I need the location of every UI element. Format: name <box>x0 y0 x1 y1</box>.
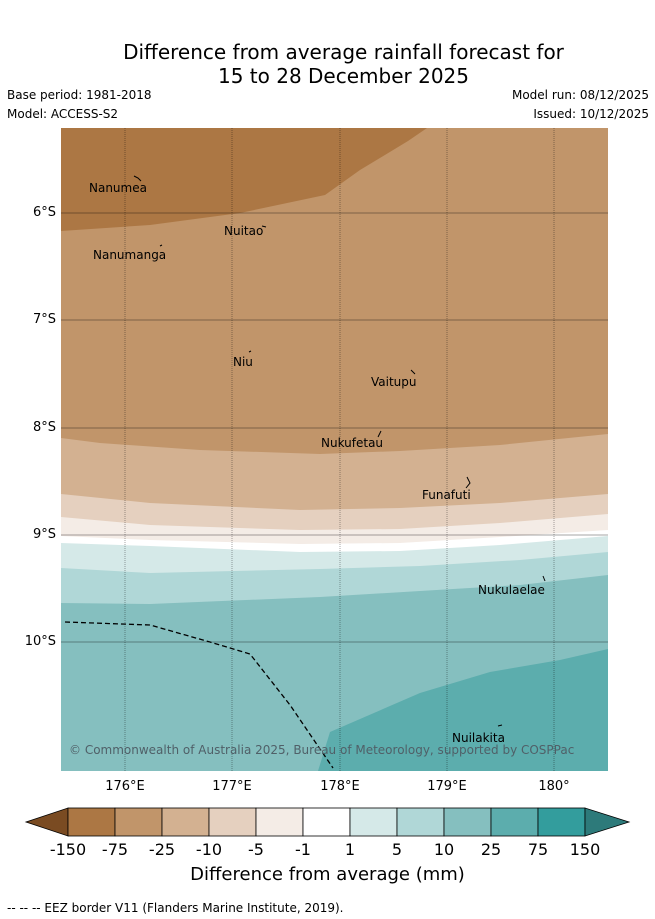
lat-label-8s: 8°S <box>32 420 56 435</box>
island-vaitupu <box>410 369 416 375</box>
eez-legend-note: -- -- -- EEZ border V11 (Flanders Marine… <box>7 901 344 915</box>
base-period-label: Base period: 1981-2018 <box>7 88 152 102</box>
band-extremely-dry <box>61 128 427 231</box>
lon-label-176e: 176°E <box>105 779 145 794</box>
lon-label-177e: 177°E <box>212 779 252 794</box>
colorbar-segment <box>208 807 257 837</box>
lon-label-178e: 178°E <box>320 779 360 794</box>
colorbar-arrow-low <box>24 807 69 837</box>
grid-lines <box>61 128 608 771</box>
lat-label-6s: 6°S <box>32 205 56 220</box>
issued-label: Issued: 10/12/2025 <box>533 107 649 121</box>
colorbar-segment <box>67 807 116 837</box>
model-run-label: Model run: 08/12/2025 <box>511 88 649 102</box>
lat-label-9s: 9°S <box>32 527 56 542</box>
place-nuilakita: Nuilakita <box>452 731 505 745</box>
island-nuilakita <box>497 724 503 727</box>
place-nukufetau: Nukufetau <box>321 436 384 450</box>
colorbar-segment <box>396 807 445 837</box>
colorbar-tick-label: -75 <box>101 840 129 859</box>
colorbar-segment <box>302 807 351 837</box>
lon-label-180: 180° <box>538 779 570 794</box>
colorbar-tick-label: 10 <box>433 840 455 859</box>
island-niu <box>248 350 252 353</box>
place-nanumea: Nanumea <box>89 181 147 195</box>
chart-title: Difference from average rainfall forecas… <box>0 40 655 88</box>
colorbar-segment <box>114 807 163 837</box>
colorbar-tick-label: -5 <box>248 840 264 859</box>
colorbar-tick-label: 5 <box>391 840 403 859</box>
title-line-2: 15 to 28 December 2025 <box>217 64 469 88</box>
colorbar-tick-label: 25 <box>480 840 502 859</box>
model-label: Model: ACCESS-S2 <box>7 107 119 121</box>
place-vaitupu: Vaitupu <box>371 375 417 389</box>
map-field <box>61 128 608 771</box>
colorbar-segment <box>537 807 586 837</box>
island-nanumea <box>133 175 142 182</box>
colorbar-tick-label: -1 <box>295 840 311 859</box>
island-nukulaelae <box>542 575 546 582</box>
colorbar-arrow-high <box>584 807 631 837</box>
place-niu: Niu <box>233 355 253 369</box>
lat-label-10s: 10°S <box>24 634 56 649</box>
colorbar-tick-label: -10 <box>195 840 223 859</box>
island-nukufetau <box>377 430 382 438</box>
colorbar-segment <box>443 807 492 837</box>
island-nanumanga <box>159 244 163 247</box>
colorbar-segment <box>255 807 304 837</box>
colorbar-segment <box>161 807 210 837</box>
colorbar-tick-label: 75 <box>527 840 549 859</box>
colorbar-segment <box>490 807 539 837</box>
eez-border <box>64 621 334 769</box>
place-funafuti: Funafuti <box>422 488 471 502</box>
colorbar-tick-label: -25 <box>148 840 176 859</box>
title-line-1: Difference from average rainfall forecas… <box>123 40 564 64</box>
colorbar-segment <box>349 807 398 837</box>
colorbar-tick-label: 1 <box>344 840 356 859</box>
colorbar-segments <box>24 807 631 837</box>
place-nanumanga: Nanumanga <box>93 248 167 262</box>
copyright-notice: © Commonwealth of Australia 2025, Bureau… <box>69 743 575 757</box>
island-funafuti <box>465 476 471 489</box>
colorbar-tick-label: 150 <box>569 840 601 859</box>
place-nuitao: Nuitao <box>224 224 264 238</box>
colorbar-tick-label: -150 <box>49 840 87 859</box>
lat-label-7s: 7°S <box>32 312 56 327</box>
island-marks <box>133 175 546 727</box>
lon-label-179e: 179°E <box>427 779 467 794</box>
place-nukulaelae: Nukulaelae <box>478 583 545 597</box>
island-nuitao <box>261 225 267 228</box>
colorbar-title: Difference from average (mm) <box>190 864 465 885</box>
